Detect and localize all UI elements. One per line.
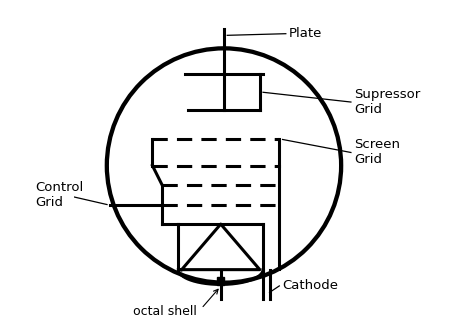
Text: Supressor
Grid: Supressor Grid <box>354 88 420 116</box>
Bar <box>217 277 224 285</box>
Text: Cathode: Cathode <box>283 279 338 292</box>
Text: Control
Grid: Control Grid <box>35 181 83 209</box>
Text: Screen
Grid: Screen Grid <box>354 138 400 166</box>
Text: octal shell: octal shell <box>133 306 197 318</box>
Text: Plate: Plate <box>289 27 322 40</box>
